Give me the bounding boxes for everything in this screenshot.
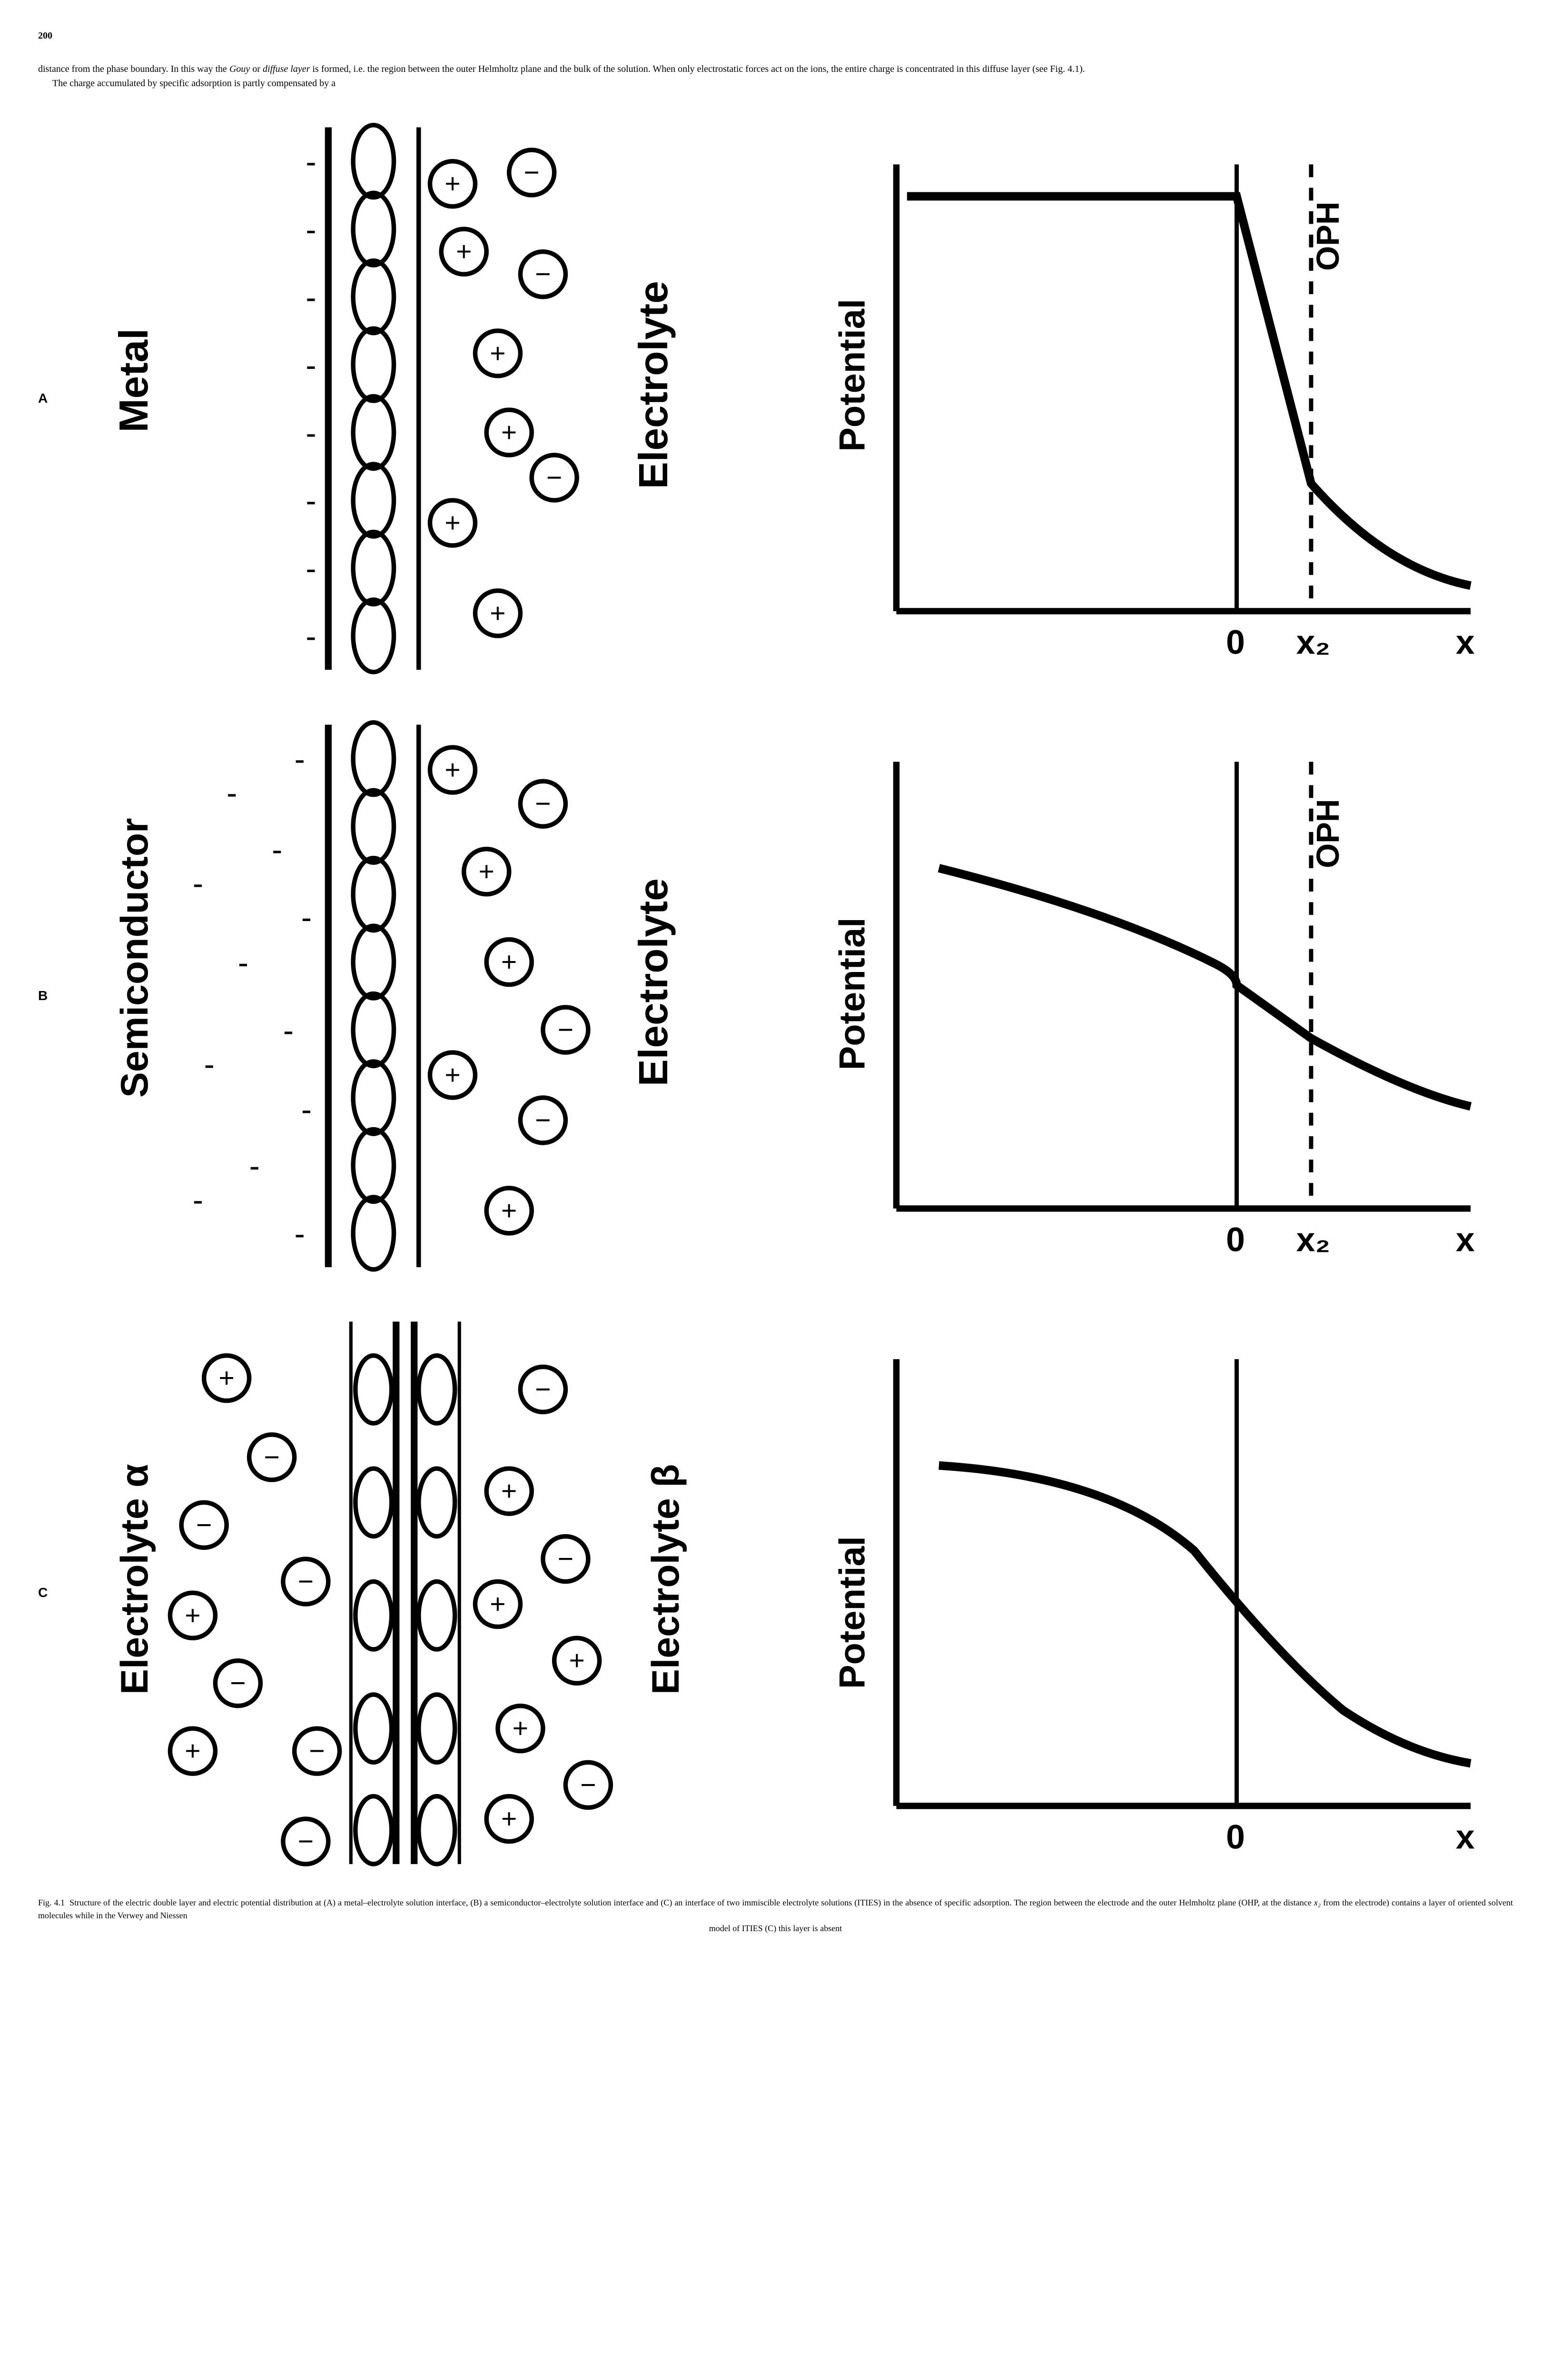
svg-text:−: − — [230, 1668, 246, 1698]
xtick-0-b: 0 — [1226, 1220, 1245, 1259]
panel-label-c: C — [38, 1583, 57, 1603]
svg-text:+: + — [490, 338, 505, 368]
caption-last-line: model of ITIES (C) this layer is absent — [38, 1922, 1513, 1935]
svg-text:+: + — [445, 507, 460, 538]
para1-b: or — [250, 64, 263, 74]
structure-panel-a: Metal Electrolyte - - - - - - - - — [57, 105, 780, 693]
svg-text:−: − — [298, 1567, 314, 1597]
svg-text:-: - — [306, 348, 316, 383]
svg-text:+: + — [490, 598, 505, 628]
panel-label-a: A — [38, 388, 57, 408]
svg-text:−: − — [546, 462, 562, 493]
svg-text:−: − — [309, 1736, 325, 1766]
svg-text:-: - — [272, 832, 282, 867]
svg-text:-: - — [306, 619, 316, 654]
ohp-label-a: OPH — [1310, 202, 1346, 271]
svg-text:−: − — [196, 1510, 212, 1540]
svg-text:−: − — [535, 1105, 551, 1135]
svg-text:-: - — [306, 551, 316, 586]
electrolyte-label-b: Electrolyte — [631, 878, 676, 1086]
fig-row-a: A Metal Electrolyte - - - - - - - - — [38, 105, 1513, 693]
svg-text:+: + — [456, 237, 472, 267]
potential-panel-b: Potential OPH 0 x₂ x — [790, 719, 1513, 1272]
caption-prefix: Fig. 4.1 — [38, 1898, 65, 1907]
svg-text:+: + — [218, 1363, 234, 1393]
electrolyte-alpha-label: Electrolyte α — [113, 1464, 156, 1695]
xtick-x2-b: x₂ — [1296, 1220, 1330, 1259]
xtick-x2-a: x₂ — [1296, 624, 1330, 662]
svg-text:-: - — [227, 775, 237, 811]
potential-panel-a: Potential OPH 0 x₂ x — [790, 122, 1513, 675]
potential-label-c: Potential — [832, 1536, 872, 1689]
svg-text:-: - — [193, 1182, 203, 1218]
svg-text:+: + — [479, 856, 494, 887]
figure-4-1: A Metal Electrolyte --- --- -- — [38, 105, 1513, 1935]
svg-text:+: + — [445, 754, 460, 785]
electrolyte-label-a: Electrolyte — [631, 281, 676, 489]
svg-text:-: - — [249, 1149, 260, 1184]
electrolyte-beta-label: Electrolyte β — [644, 1464, 687, 1695]
svg-text:+: + — [501, 1195, 517, 1226]
xtick-x-a: x — [1455, 624, 1474, 662]
semiconductor-label: Semiconductor — [113, 818, 156, 1098]
svg-text:-: - — [301, 1092, 312, 1127]
term-gouy: Gouy — [229, 64, 250, 74]
caption-x2: x₂ — [1314, 1898, 1321, 1907]
svg-text:-: - — [306, 416, 316, 451]
svg-text:+: + — [501, 417, 517, 448]
xtick-x-b: x — [1455, 1220, 1474, 1259]
svg-text:-: - — [301, 900, 312, 935]
structure-panel-b: Semiconductor Electrolyte --- --- --- --… — [57, 702, 780, 1290]
xtick-0-c: 0 — [1226, 1818, 1245, 1856]
svg-text:-: - — [204, 1047, 215, 1082]
svg-text:+: + — [569, 1646, 585, 1676]
figure-caption: Fig. 4.1 Structure of the electric doubl… — [38, 1896, 1513, 1935]
body-text: distance from the phase boundary. In thi… — [38, 62, 1513, 90]
svg-text:-: - — [238, 945, 248, 980]
para1-a: distance from the phase boundary. In thi… — [38, 64, 229, 74]
svg-text:−: − — [298, 1826, 314, 1857]
svg-text:+: + — [185, 1600, 200, 1631]
svg-text:-: - — [193, 866, 203, 901]
ohp-label-b: OPH — [1310, 799, 1346, 868]
xtick-0-a: 0 — [1226, 624, 1245, 662]
xtick-x-c: x — [1455, 1818, 1474, 1856]
svg-text:+: + — [185, 1736, 200, 1766]
svg-text:−: − — [535, 1374, 551, 1405]
svg-text:+: + — [445, 169, 460, 199]
panel-label-b: B — [38, 986, 57, 1006]
svg-text:+: + — [513, 1713, 528, 1744]
svg-text:+: + — [501, 947, 517, 977]
svg-text:−: − — [524, 157, 540, 188]
svg-text:−: − — [558, 1014, 573, 1045]
caption-body: Structure of the electric double layer a… — [69, 1898, 1314, 1907]
term-diffuse: diffuse layer — [263, 64, 310, 74]
svg-text:+: + — [445, 1060, 460, 1090]
svg-text:-: - — [306, 280, 316, 315]
fig-row-c: C Electrolyte α Electrolyte β — [38, 1299, 1513, 1887]
svg-text:+: + — [490, 1589, 505, 1619]
svg-text:-: - — [306, 144, 316, 179]
metal-label: Metal — [111, 328, 157, 432]
svg-text:−: − — [580, 1770, 596, 1800]
svg-text:-: - — [283, 1013, 294, 1048]
svg-text:−: − — [264, 1442, 279, 1473]
svg-text:−: − — [535, 259, 551, 289]
page-number: 200 — [38, 29, 1513, 43]
svg-text:-: - — [306, 212, 316, 248]
potential-label-b: Potential — [832, 918, 872, 1071]
svg-text:−: − — [558, 1544, 573, 1574]
svg-text:-: - — [306, 484, 316, 519]
svg-text:+: + — [501, 1804, 517, 1834]
svg-text:+: + — [501, 1476, 517, 1507]
para2: The charge accumulated by specific adsor… — [38, 76, 1513, 90]
potential-panel-c: Potential 0 x — [790, 1317, 1513, 1870]
potential-label-a: Potential — [832, 299, 872, 452]
svg-text:-: - — [295, 742, 305, 777]
structure-panel-c: Electrolyte α Electrolyte β + — [57, 1299, 780, 1887]
svg-text:-: - — [295, 1216, 305, 1251]
fig-row-b: B Semiconductor Electrolyte --- --- --- … — [38, 702, 1513, 1290]
para1-c: is formed, i.e. the region between the o… — [310, 64, 1085, 74]
svg-text:−: − — [535, 788, 551, 819]
